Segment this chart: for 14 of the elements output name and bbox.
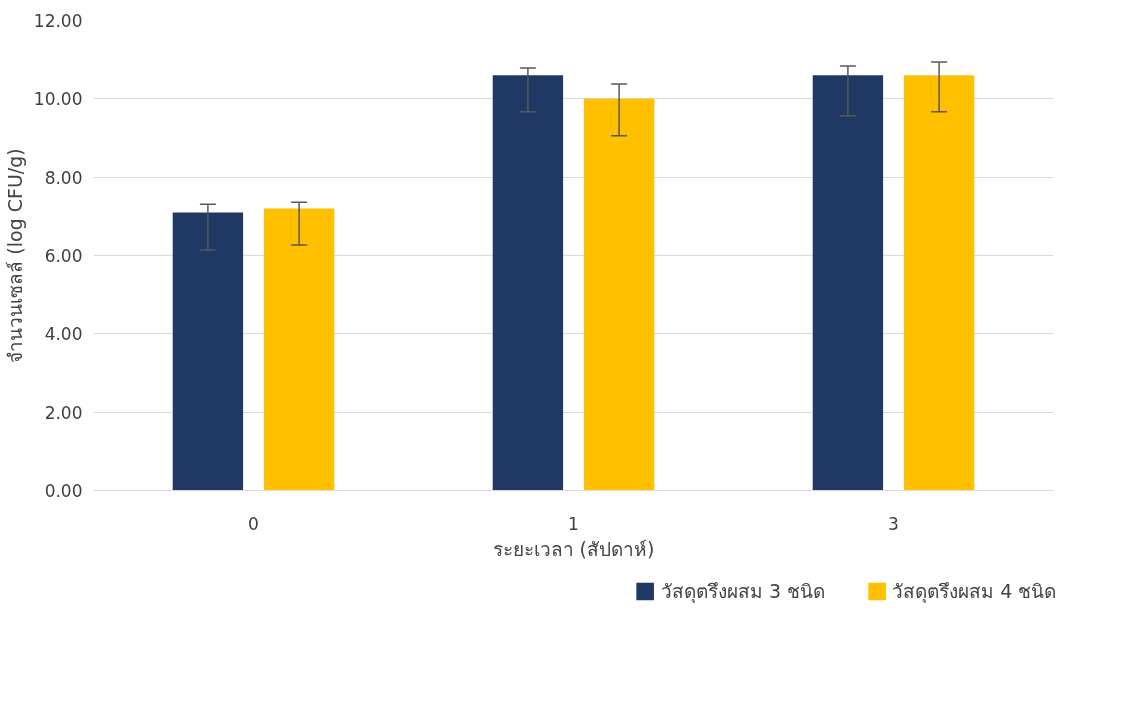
x-axis-title: ระยะเวลา (สัปดาห์) <box>492 537 655 560</box>
x-tick-label: 1 <box>568 513 579 534</box>
legend-label: วัสดุตรึงผสม 4 ชนิด <box>892 579 1057 605</box>
y-tick-label: 12.00 <box>33 11 83 31</box>
legend-label: วัสดุตรึงผสม 3 ชนิด <box>660 579 826 605</box>
y-tick-label: 8.00 <box>44 167 83 188</box>
y-tick-label: 4.00 <box>44 324 83 345</box>
x-tick-label: 0 <box>248 513 259 534</box>
x-tick-label: 3 <box>888 513 899 534</box>
y-tick-label: 0.00 <box>44 481 83 501</box>
y-tick-label: 6.00 <box>44 246 83 266</box>
y-axis-title: จำนวนเซลล์ (log CFU/g) <box>3 148 26 363</box>
y-tick-label: 10.00 <box>33 89 83 110</box>
y-tick-label: 2.00 <box>44 402 83 423</box>
